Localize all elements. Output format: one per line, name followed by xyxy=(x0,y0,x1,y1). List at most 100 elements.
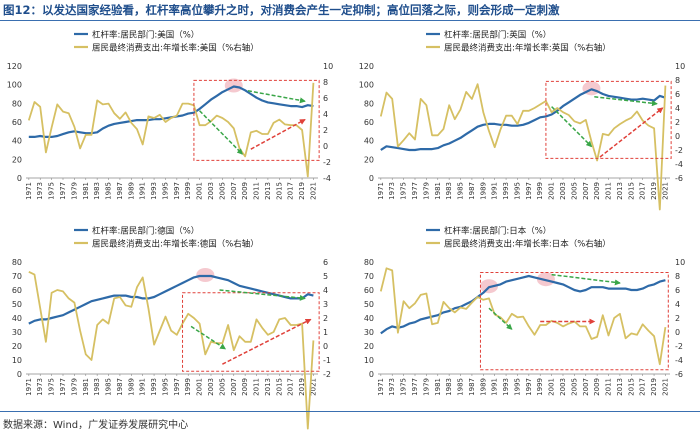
x-tick-label: 2013 xyxy=(616,378,624,396)
chart-uk: 杠杆率:居民部门:英国（%）居民最终消费支出:年增长率:英国（%右轴）02040… xyxy=(359,30,685,211)
legend-label-consumption: 居民最终消费支出:年增长率:德国（%右轴） xyxy=(92,239,259,250)
legend-label-leverage: 杠杆率:居民部门:德国（%） xyxy=(92,226,199,237)
figure-title-bar: 图12：以发达国家经验看，杠杆率高位攀升之时，对消费会产生一定抑制；高位回落之际… xyxy=(0,0,700,21)
series-line-consumption xyxy=(28,270,315,430)
x-tick-label: 1975 xyxy=(48,182,56,200)
x-tick-label: 1979 xyxy=(422,378,430,396)
x-tick-label: 1987 xyxy=(468,182,476,200)
x-tick-label: 2021 xyxy=(661,378,669,396)
y-right-tick-label: 10 xyxy=(675,258,685,267)
x-tick-label: 1995 xyxy=(513,182,521,200)
y-left-tick-label: 30 xyxy=(364,328,374,337)
x-tick-label: 1971 xyxy=(25,378,33,396)
trend-arrow-green xyxy=(488,307,513,330)
trend-arrow-green xyxy=(190,325,227,350)
x-tick-label: 2007 xyxy=(230,182,238,200)
y-right-tick-label: 8 xyxy=(323,78,328,87)
x-tick-label: 1999 xyxy=(536,378,544,396)
x-tick-label: 2007 xyxy=(582,182,590,200)
y-left-tick-label: 20 xyxy=(12,155,22,164)
chart-japan: 杠杆率:居民部门:日本（%）居民最终消费支出:年增长率:日本（%右轴）01020… xyxy=(364,226,685,396)
x-tick-label: 1983 xyxy=(445,378,453,396)
y-right-tick-label: 4 xyxy=(675,300,680,309)
x-tick-label: 1977 xyxy=(411,182,419,200)
x-tick-label: 2009 xyxy=(241,182,249,200)
y-right-tick-label: -4 xyxy=(675,160,683,169)
x-tick-label: 1973 xyxy=(388,182,396,200)
x-tick-label: 2001 xyxy=(196,378,204,396)
highlight-box xyxy=(193,79,320,161)
x-tick-label: 1999 xyxy=(536,182,544,200)
y-left-tick-label: 60 xyxy=(12,286,22,295)
x-tick-label: 1997 xyxy=(173,378,181,396)
x-tick-label: 1981 xyxy=(434,378,442,396)
x-tick-label: 2013 xyxy=(264,378,272,396)
trend-arrow-green xyxy=(551,273,621,286)
x-tick-label: 1983 xyxy=(445,182,453,200)
x-tick-label: 1971 xyxy=(25,182,33,200)
y-left-tick-label: 20 xyxy=(364,342,374,351)
series-line-consumption xyxy=(379,267,667,366)
x-tick-label: 1997 xyxy=(525,378,533,396)
legend-label-consumption: 居民最终消费支出:年增长率:美国（%右轴） xyxy=(92,43,259,54)
legend-label-consumption: 居民最终消费支出:年增长率:英国（%右轴） xyxy=(444,43,611,54)
x-tick-label: 2001 xyxy=(196,182,204,200)
y-right-tick-label: 2 xyxy=(675,118,680,127)
y-right-tick-label: 5 xyxy=(323,272,328,281)
trend-arrow-green xyxy=(219,289,306,301)
legend-0: 杠杆率:居民部门:美国（%） 居民最终消费支出:年增长率:美国（%右轴） xyxy=(74,30,259,54)
x-tick-label: 1999 xyxy=(184,378,192,396)
x-tick-label: 1985 xyxy=(457,182,465,200)
y-right-tick-label: 6 xyxy=(323,94,328,103)
x-tick-label: 2003 xyxy=(559,378,567,396)
x-tick-label: 2017 xyxy=(287,182,295,200)
x-tick-label: 1997 xyxy=(525,182,533,200)
x-tick-label: 1987 xyxy=(116,182,124,200)
y-left-tick-label: 10 xyxy=(12,356,22,365)
legend-label-leverage: 杠杆率:居民部门:日本（%） xyxy=(444,226,551,237)
x-tick-label: 1977 xyxy=(59,182,67,200)
x-tick-label: 1995 xyxy=(161,378,169,396)
x-tick-label: 1989 xyxy=(127,182,135,200)
y-left-tick-label: 0 xyxy=(369,370,374,379)
y-left-tick-label: 50 xyxy=(364,300,374,309)
x-tick-label: 1971 xyxy=(377,378,385,396)
x-tick-label: 1989 xyxy=(479,182,487,200)
x-tick-label: 2003 xyxy=(559,182,567,200)
y-left-tick-label: 50 xyxy=(12,300,22,309)
y-left-tick-label: 120 xyxy=(7,62,22,71)
series-line-leverage xyxy=(380,274,666,335)
x-tick-label: 1993 xyxy=(150,182,158,200)
x-tick-label: 2005 xyxy=(218,182,226,200)
x-tick-label: 1993 xyxy=(502,182,510,200)
chart-us: 杠杆率:居民部门:美国（%）居民最终消费支出:年增长率:美国（%右轴）02040… xyxy=(7,30,333,200)
y-right-tick-label: 0 xyxy=(675,132,680,141)
series-line-leverage xyxy=(380,88,666,152)
x-tick-label: 1979 xyxy=(422,182,430,200)
x-tick-label: 2003 xyxy=(207,182,215,200)
y-right-tick-label: -2 xyxy=(323,158,331,167)
y-left-tick-label: 40 xyxy=(12,137,22,146)
y-right-tick-label: 8 xyxy=(675,272,680,281)
source-note: 数据来源：Wind，广发证券发展研究中心 xyxy=(3,420,189,431)
x-tick-label: 1983 xyxy=(93,378,101,396)
x-tick-label: 2001 xyxy=(548,182,556,200)
x-tick-label: 2005 xyxy=(570,378,578,396)
y-left-tick-label: 20 xyxy=(364,155,374,164)
x-tick-label: 2019 xyxy=(298,182,306,200)
x-tick-label: 2011 xyxy=(605,378,613,396)
highlight-box xyxy=(545,80,672,159)
x-tick-label: 1981 xyxy=(82,378,90,396)
x-tick-label: 2021 xyxy=(309,378,317,396)
x-tick-label: 1979 xyxy=(70,378,78,396)
x-tick-label: 1977 xyxy=(411,378,419,396)
x-tick-label: 1975 xyxy=(400,182,408,200)
x-tick-label: 2015 xyxy=(627,182,635,200)
x-tick-label: 1973 xyxy=(36,378,44,396)
x-tick-label: 1995 xyxy=(161,182,169,200)
y-left-tick-label: 70 xyxy=(364,272,374,281)
x-tick-label: 1983 xyxy=(93,182,101,200)
x-tick-label: 2009 xyxy=(241,378,249,396)
y-left-tick-label: 40 xyxy=(364,314,374,323)
x-tick-label: 1979 xyxy=(70,182,78,200)
